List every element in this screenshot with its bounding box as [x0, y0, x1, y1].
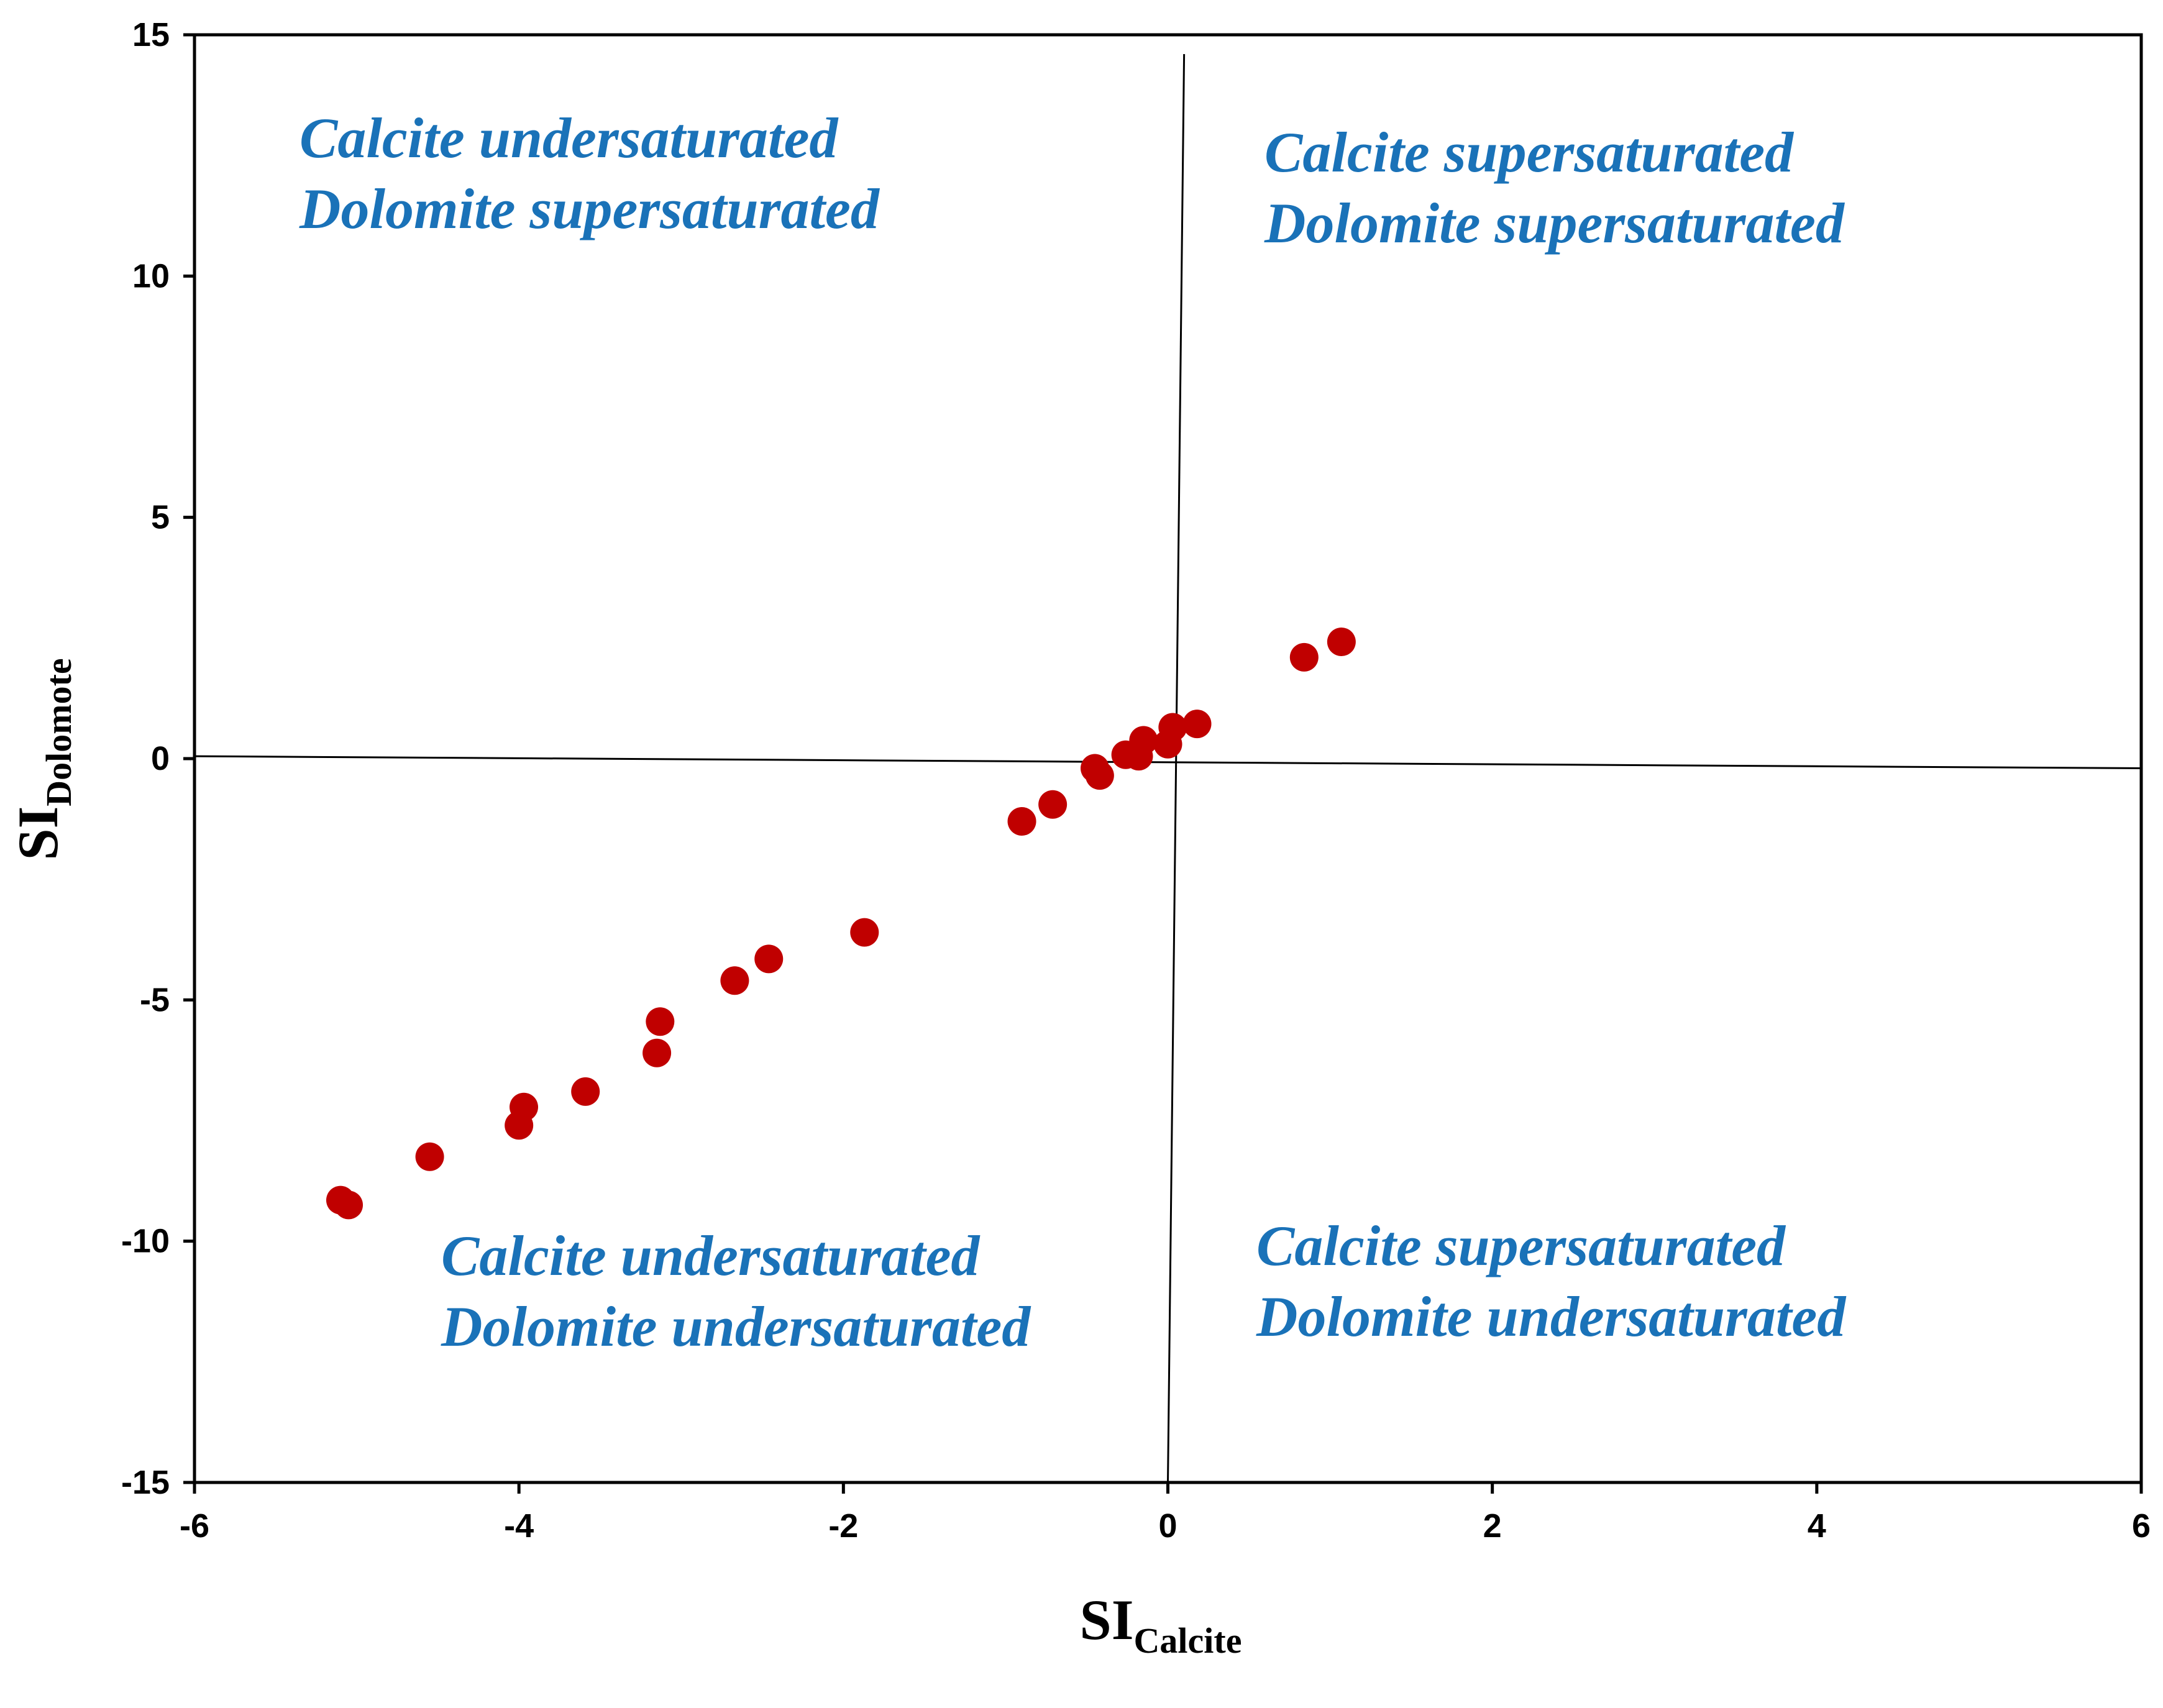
- y-tick-label: -10: [121, 1223, 170, 1260]
- x-tick-label: 4: [1808, 1507, 1826, 1545]
- data-point: [646, 1007, 675, 1036]
- y-tick-label: -15: [121, 1464, 170, 1501]
- x-axis-title: SICalcite: [1080, 1588, 1242, 1661]
- data-point: [415, 1142, 444, 1171]
- vertical-zero-line: [1167, 54, 1186, 1483]
- x-tick-label: -2: [828, 1507, 858, 1545]
- data-point: [1007, 806, 1036, 836]
- x-tick-label: 0: [1158, 1507, 1177, 1545]
- data-point: [850, 918, 879, 947]
- x-tick-label: 2: [1483, 1507, 1502, 1545]
- y-tick-label: -5: [140, 981, 170, 1018]
- data-point: [720, 966, 749, 995]
- data-point: [642, 1038, 672, 1067]
- data-point: [1158, 713, 1187, 742]
- quadrant-upper-right-line-2: Dolomite supersaturated: [1264, 191, 1845, 255]
- data-point: [754, 944, 784, 974]
- data-point: [509, 1092, 538, 1121]
- y-tick-label: 10: [132, 257, 170, 295]
- quadrant-upper-right-line-1: Calcite supersaturated: [1264, 121, 1795, 184]
- quadrant-lower-right: Calcite supersaturated Dolomite undersat…: [1256, 1214, 1847, 1348]
- quadrant-lower-left: Calcite undersaturated Dolomite undersat…: [441, 1224, 1031, 1358]
- data-point: [1129, 726, 1158, 755]
- x-tick-label: -6: [180, 1507, 209, 1545]
- reference-lines: [194, 54, 2142, 1483]
- data-point: [1289, 642, 1319, 672]
- quadrant-lower-right-line-1: Calcite supersaturated: [1256, 1214, 1786, 1277]
- data-point: [1085, 761, 1114, 790]
- y-axis-ticks: -15 -10 -5 0 5 10 15: [121, 16, 194, 1501]
- quadrant-upper-left-line-1: Calcite undersaturated: [300, 106, 839, 170]
- data-point: [1327, 628, 1356, 657]
- quadrant-upper-right: Calcite supersaturated Dolomite supersat…: [1264, 121, 1845, 255]
- quadrant-lower-right-line-2: Dolomite undersaturated: [1256, 1285, 1847, 1348]
- y-axis-title-main: SI: [6, 806, 70, 861]
- x-axis-ticks: -6 -4 -2 0 2 4 6: [180, 1482, 2151, 1545]
- x-tick-label: 6: [2132, 1507, 2151, 1545]
- quadrant-lower-left-line-1: Calcite undersaturated: [441, 1224, 981, 1287]
- data-point: [571, 1077, 600, 1106]
- data-point: [1038, 790, 1068, 819]
- y-tick-label: 0: [151, 740, 170, 777]
- data-points: [326, 628, 1356, 1220]
- horizontal-zero-line: [194, 755, 2142, 770]
- y-tick-label: 5: [151, 499, 170, 536]
- quadrant-upper-left: Calcite undersaturated Dolomite supersat…: [299, 106, 880, 240]
- x-axis-title-main: SI: [1080, 1588, 1134, 1651]
- y-axis-title: SIDolomote: [6, 658, 79, 860]
- quadrant-upper-left-line-2: Dolomite supersaturated: [299, 177, 880, 240]
- data-point: [1182, 710, 1212, 739]
- x-axis-title-sub: Calcite: [1134, 1620, 1242, 1661]
- y-tick-label: 15: [132, 16, 170, 53]
- data-point: [334, 1190, 364, 1220]
- y-axis-title-sub: Dolomote: [39, 658, 79, 806]
- quadrant-lower-left-line-2: Dolomite undersaturated: [441, 1295, 1031, 1358]
- x-tick-label: -4: [504, 1507, 534, 1545]
